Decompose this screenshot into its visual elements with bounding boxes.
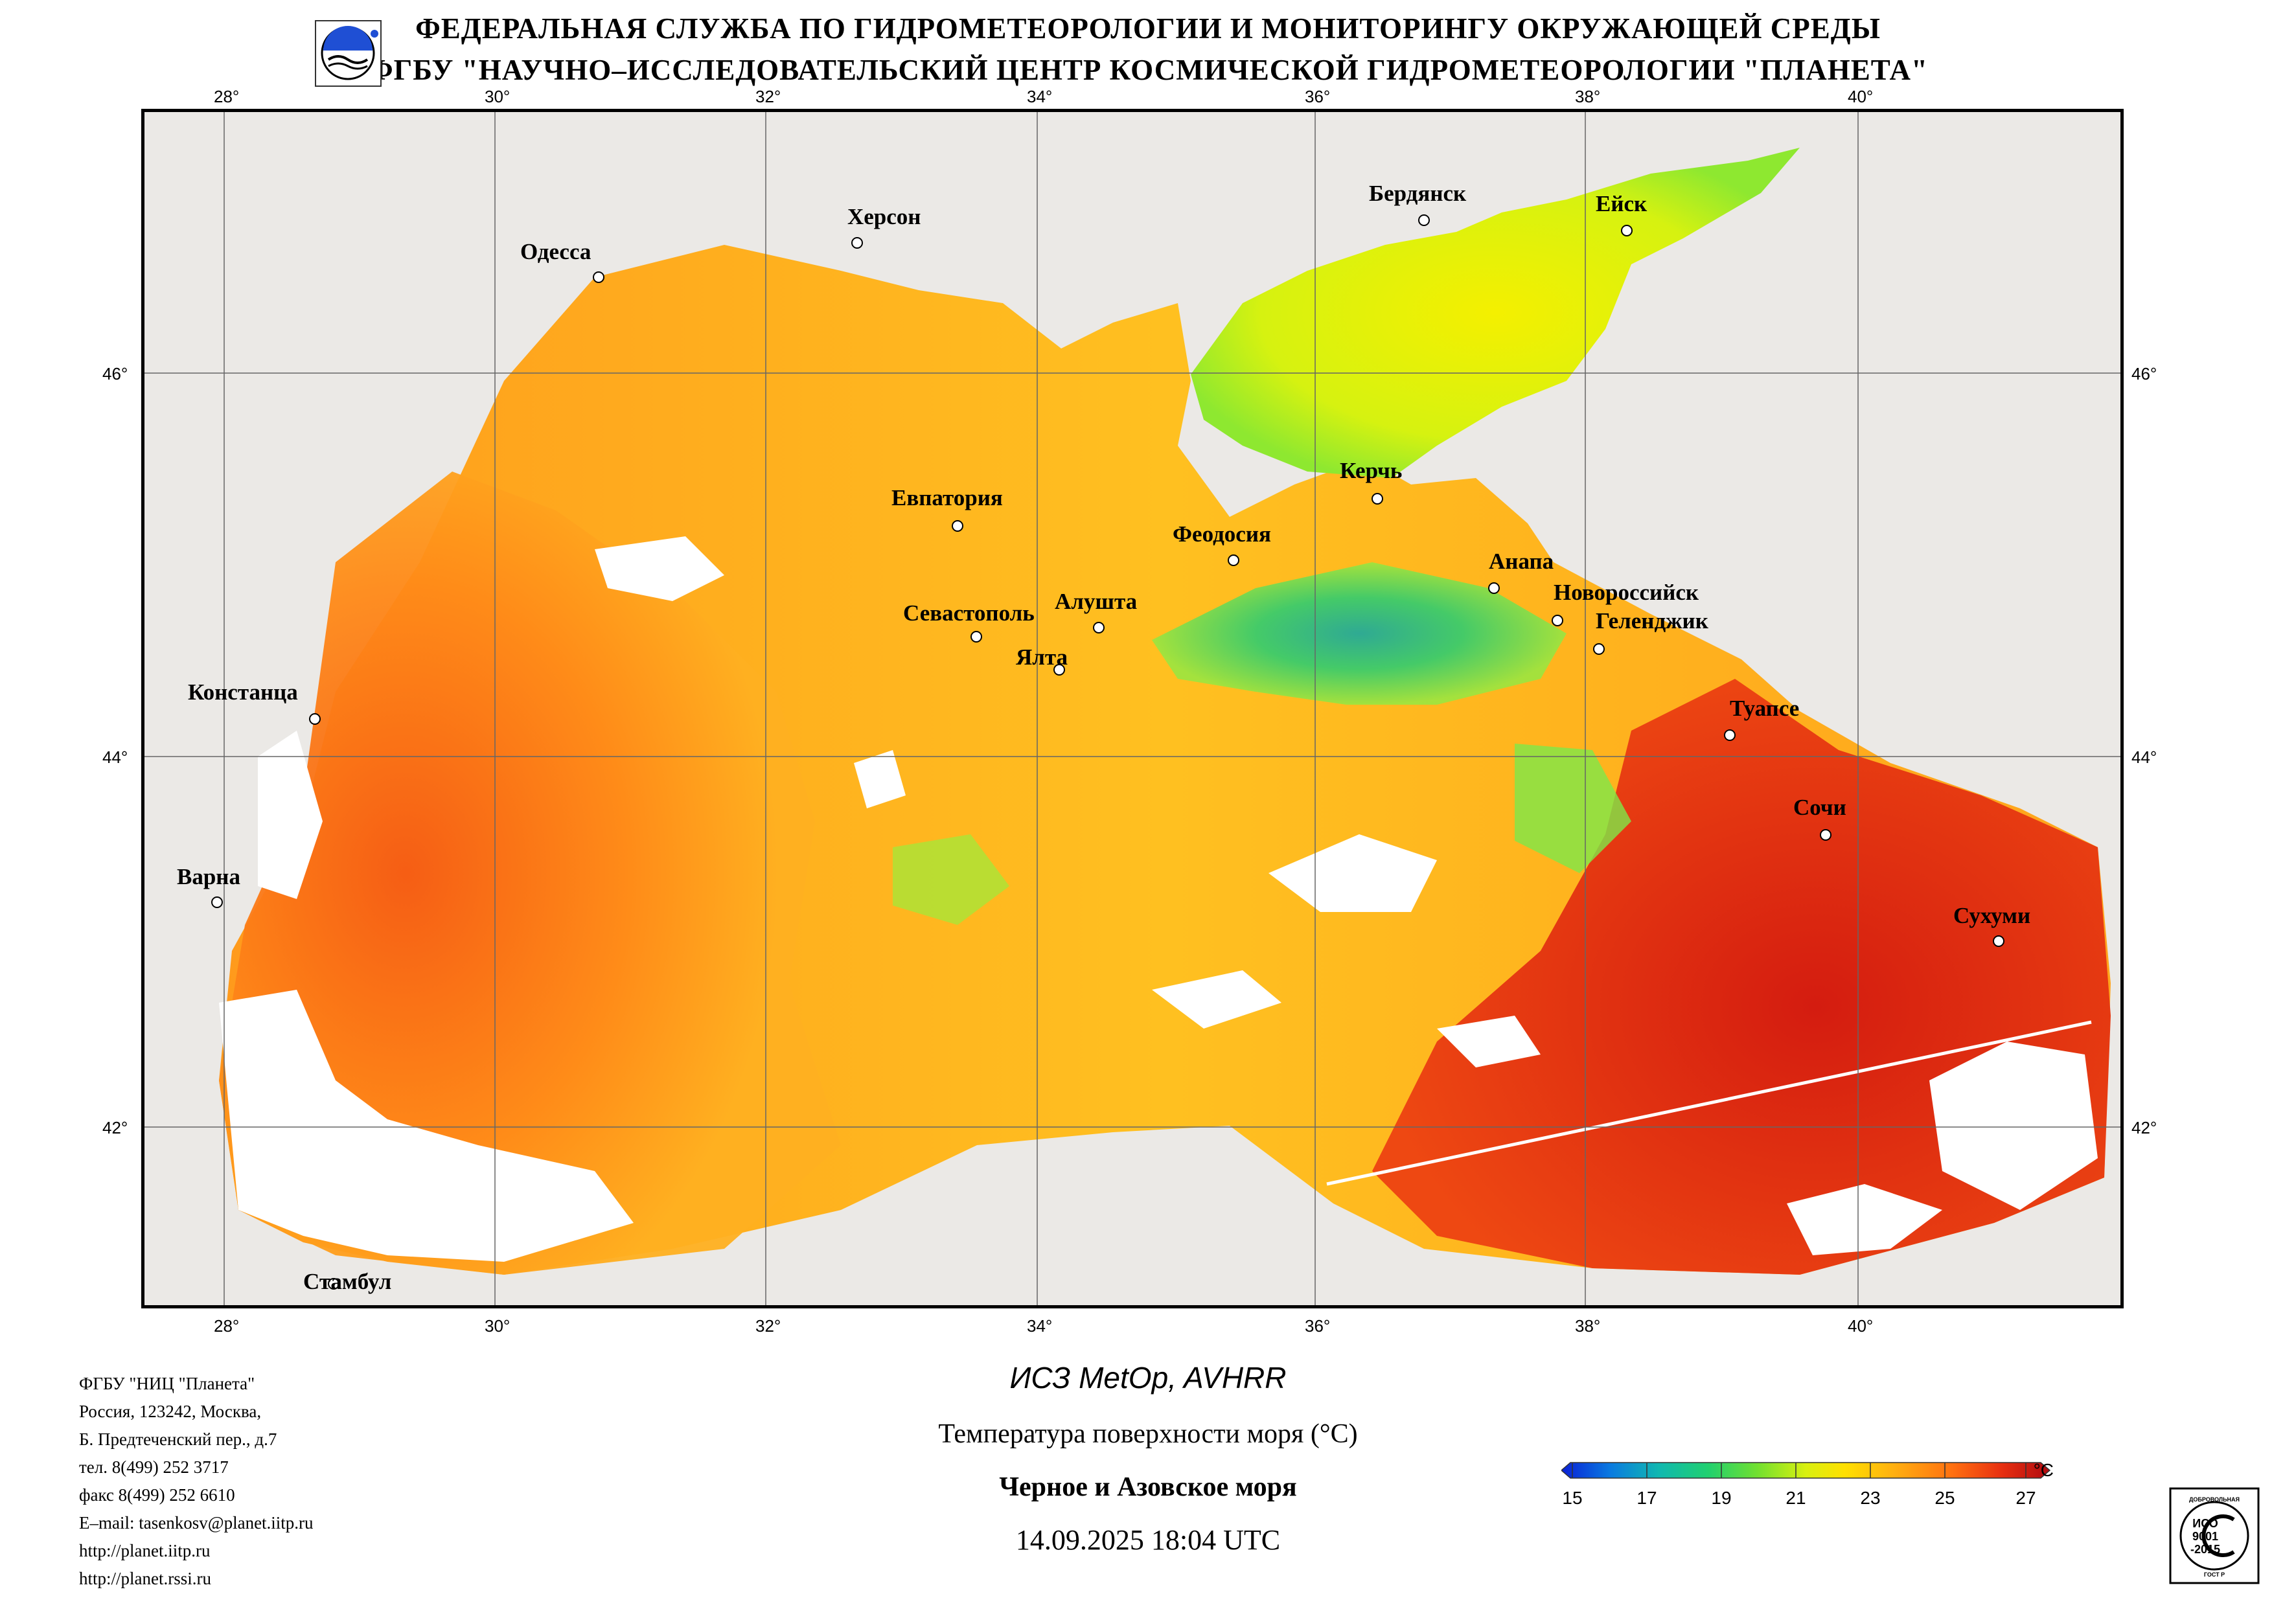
city-label-feodosiya: Феодосия bbox=[1173, 521, 1271, 547]
city-label-kherson: Херсон bbox=[847, 204, 921, 229]
datetime-label: 14.09.2025 18:04 UTC bbox=[1015, 1524, 1281, 1556]
city-labels: Херсон Одесса Бердянск Ейск Евпатория Ке… bbox=[177, 181, 2030, 1294]
colorbar-tick-label: 19 bbox=[1711, 1488, 1731, 1508]
org-line: Россия, 123242, Москва, bbox=[79, 1402, 262, 1421]
city-label-novorossiysk: Новороссийск bbox=[1554, 580, 1699, 605]
colorbar-tick-label: 25 bbox=[1934, 1488, 1955, 1508]
city-markers bbox=[211, 214, 2004, 1290]
colorbar-unit: °C bbox=[2034, 1461, 2054, 1480]
sea-of-azov bbox=[1191, 148, 1800, 478]
city-label-odessa: Одесса bbox=[520, 239, 591, 264]
colorbar-tick-label: 23 bbox=[1860, 1488, 1880, 1508]
cool-water-central bbox=[893, 834, 1009, 925]
satellite-label: ИСЗ MetOp, AVHRR bbox=[1009, 1361, 1287, 1395]
lat-label-42: 42° bbox=[102, 1118, 128, 1137]
lat-label-44-right: 44° bbox=[2131, 747, 2157, 767]
city-label-evpatoriya: Евпатория bbox=[891, 485, 1003, 510]
colorbar-tick-label: 21 bbox=[1785, 1488, 1806, 1508]
lon-label-30: 30° bbox=[485, 87, 510, 106]
org-email[interactable]: E–mail: tasenkosv@planet.iitp.ru bbox=[79, 1513, 314, 1533]
lon-label-30-bottom: 30° bbox=[485, 1316, 510, 1336]
city-label-istanbul: Стамбул bbox=[303, 1269, 391, 1294]
city-label-tuapse: Туапсе bbox=[1730, 696, 1799, 721]
city-label-kerch: Керчь bbox=[1340, 458, 1402, 483]
map-frame bbox=[141, 109, 2124, 1308]
lon-label-36: 36° bbox=[1305, 87, 1330, 106]
cool-water-eddy bbox=[1515, 744, 1631, 873]
iso-badge-top-text: ДОБРОВОЛЬНАЯ bbox=[2189, 1496, 2240, 1503]
colorbar-tick-label: 17 bbox=[1636, 1488, 1657, 1508]
org-line: Б. Предтеченский пер., д.7 bbox=[79, 1430, 277, 1449]
region-label: Черное и Азовское моря bbox=[999, 1472, 1297, 1502]
lon-label-28-bottom: 28° bbox=[214, 1316, 239, 1336]
latitude-labels-left: 46° 44° 42° bbox=[102, 364, 128, 1137]
lon-label-32-bottom: 32° bbox=[755, 1316, 781, 1336]
org-line: факс 8(499) 252 6610 bbox=[79, 1485, 235, 1505]
organization-info: ФГБУ "НИЦ "Планета" Россия, 123242, Моск… bbox=[79, 1370, 314, 1593]
lon-label-34: 34° bbox=[1027, 87, 1052, 106]
eastern-warm-region bbox=[1372, 679, 2111, 1275]
longitude-labels-bottom: 28° 30° 32° 34° 36° 38° 40° bbox=[214, 1316, 1873, 1336]
city-label-sevastopol: Севастополь bbox=[903, 600, 1035, 626]
org-website-link[interactable]: http://planet.iitp.ru bbox=[79, 1541, 211, 1560]
header-title-line2: ФГБУ "НАУЧНО–ИССЛЕДОВАТЕЛЬСКИЙ ЦЕНТР КОС… bbox=[367, 54, 1929, 86]
iso-certification-badge: ДОБРОВОЛЬНАЯ ИСО 9001 -2015 ГОСТ Р bbox=[2169, 1487, 2260, 1584]
lon-label-40-bottom: 40° bbox=[1848, 1316, 1873, 1336]
sst-map: Херсон Одесса Бердянск Ейск Евпатория Ке… bbox=[141, 109, 2124, 1308]
header-title-line1: ФЕДЕРАЛЬНАЯ СЛУЖБА ПО ГИДРОМЕТЕОРОЛОГИИ … bbox=[415, 12, 1881, 45]
colorbar-tick-label: 15 bbox=[1562, 1488, 1582, 1508]
planeta-logo-icon bbox=[315, 20, 382, 87]
city-label-yalta: Ялта bbox=[1016, 644, 1068, 670]
graticule bbox=[141, 109, 2124, 1308]
parameter-label: Температура поверхности моря (°C) bbox=[938, 1419, 1358, 1449]
latitude-labels-right: 46° 44° 42° bbox=[2131, 364, 2157, 1137]
lat-label-44: 44° bbox=[102, 747, 128, 767]
lon-label-38: 38° bbox=[1575, 87, 1600, 106]
lon-label-32: 32° bbox=[755, 87, 781, 106]
no-data-clouds bbox=[219, 536, 2098, 1262]
city-label-sukhumi: Сухуми bbox=[1953, 903, 2030, 928]
swath-edge-line bbox=[1326, 1020, 2092, 1186]
longitude-labels-top: 28° 30° 32° 34° 36° 38° 40° bbox=[214, 87, 1873, 106]
cool-water-region bbox=[1152, 562, 1567, 705]
lat-label-46-right: 46° bbox=[2131, 364, 2157, 383]
city-label-yeysk: Ейск bbox=[1596, 191, 1647, 216]
western-warm-region bbox=[219, 472, 841, 1275]
lon-label-36-bottom: 36° bbox=[1305, 1316, 1330, 1336]
colorbar-bar bbox=[1561, 1462, 2051, 1479]
lon-label-38-bottom: 38° bbox=[1575, 1316, 1600, 1336]
city-label-constanta: Констанца bbox=[188, 679, 298, 705]
colorbar-ticks bbox=[1572, 1463, 2026, 1478]
lat-label-42-right: 42° bbox=[2131, 1118, 2157, 1137]
lon-label-28: 28° bbox=[214, 87, 239, 106]
org-website-link[interactable]: http://planet.rssi.ru bbox=[79, 1569, 211, 1588]
org-line: ФГБУ "НИЦ "Планета" bbox=[79, 1374, 255, 1393]
city-label-alushta: Алушта bbox=[1055, 589, 1137, 614]
city-label-varna: Варна bbox=[177, 864, 240, 889]
city-label-gelendzhik: Геленджик bbox=[1596, 608, 1709, 633]
lon-label-34-bottom: 34° bbox=[1027, 1316, 1052, 1336]
city-label-berdyansk: Бердянск bbox=[1369, 181, 1467, 206]
iso-badge-bottom-text: ГОСТ Р bbox=[2204, 1571, 2225, 1578]
temperature-colorbar: °C 15 17 19 21 23 25 27 bbox=[1561, 1461, 2054, 1508]
colorbar-tick-label: 27 bbox=[2015, 1488, 2036, 1508]
lat-label-46: 46° bbox=[102, 364, 128, 383]
lon-label-40: 40° bbox=[1848, 87, 1873, 106]
city-label-anapa: Анапа bbox=[1489, 549, 1554, 574]
org-line: тел. 8(499) 252 3717 bbox=[79, 1457, 229, 1477]
city-label-sochi: Сочи bbox=[1793, 795, 1846, 820]
